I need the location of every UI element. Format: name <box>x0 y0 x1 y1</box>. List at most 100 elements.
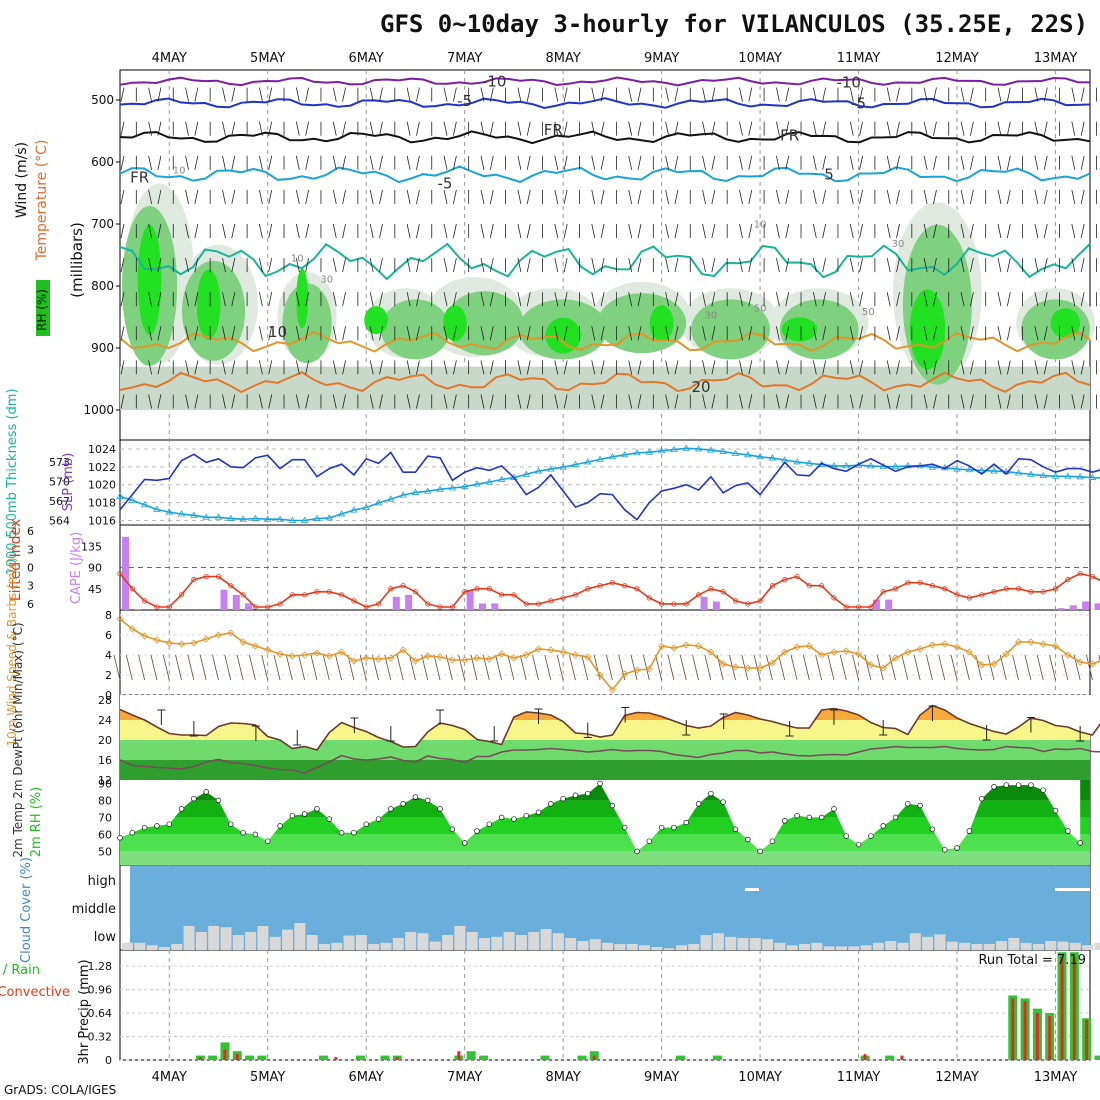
wind-barb <box>194 360 199 375</box>
precip-total-bar <box>466 1051 476 1060</box>
low-cloud-bar <box>146 945 158 950</box>
pressure-tick-label: 800 <box>91 279 114 293</box>
wind-barb <box>637 189 642 204</box>
wind-barb <box>406 326 411 341</box>
wind-barb <box>268 223 273 239</box>
bottom-date-label: 12MAY <box>935 1070 979 1085</box>
wind-speed-point <box>214 631 223 639</box>
low-cloud-bar <box>528 932 540 950</box>
wind-barb <box>563 326 568 341</box>
wind-barb <box>194 155 199 170</box>
low-cloud-bar <box>872 942 884 950</box>
rh-point <box>154 823 160 829</box>
low-cloud-bar <box>269 936 281 950</box>
wind-barb <box>480 258 485 273</box>
surface-wind-barb <box>519 654 527 681</box>
wind-speed-point <box>645 665 653 673</box>
rh-point <box>671 824 677 831</box>
wind-barb <box>997 189 1002 204</box>
thickness-line-point <box>670 445 678 452</box>
temp-tick-label: 20 <box>98 734 112 747</box>
cape-tick-label: 135 <box>81 540 102 553</box>
surface-wind-barb <box>347 654 355 681</box>
wind-barb <box>923 121 928 136</box>
wind-barb <box>268 394 273 409</box>
thickness-line-point <box>116 492 124 499</box>
thickness-line-point <box>424 487 432 494</box>
wind-barb <box>785 360 790 375</box>
wind-barb <box>1080 394 1085 409</box>
rh-point <box>228 821 234 827</box>
wind-barb <box>185 155 189 170</box>
wind-barb <box>923 360 928 375</box>
wind-speed-point <box>374 655 383 663</box>
wind-barb <box>332 87 337 102</box>
surface-wind-barb <box>261 654 269 681</box>
rh-point <box>720 799 726 805</box>
low-cloud-bar <box>1082 945 1094 950</box>
cape-bar <box>232 594 240 610</box>
wind-barb <box>591 223 596 239</box>
wind-barb <box>185 223 189 239</box>
lifted-index-point <box>622 583 628 589</box>
wind-barb <box>628 394 633 409</box>
rh-mask <box>120 780 1081 852</box>
rh-point <box>461 840 468 846</box>
wind-barb <box>886 326 891 341</box>
wind-speed-point <box>719 660 727 668</box>
slp-tick-label: 1022 <box>88 461 116 474</box>
wind-barb <box>960 223 965 239</box>
wind-barb <box>489 155 494 170</box>
surface-wind-barb <box>630 654 638 681</box>
wind-barb <box>295 360 300 375</box>
thickness-line-point <box>460 482 469 490</box>
thickness-line-point <box>264 515 272 522</box>
wind-barb <box>859 87 863 102</box>
wind-barb <box>416 223 420 239</box>
low-cloud-bar <box>799 944 811 950</box>
wind-barb <box>305 258 310 273</box>
wind-barb <box>185 360 189 375</box>
low-cloud-bar <box>995 941 1007 950</box>
wind-barb <box>1006 223 1011 239</box>
wind-barb <box>748 121 753 136</box>
precip-total-bar <box>257 1055 267 1060</box>
surface-wind-barb <box>852 654 859 681</box>
wind-barb <box>268 360 273 375</box>
rh-point <box>868 833 874 839</box>
wind-barb <box>369 258 374 273</box>
wind-barb <box>231 360 236 375</box>
wind-barb <box>1071 360 1076 375</box>
lifted-index-point <box>154 604 160 610</box>
wind-barb <box>342 121 346 136</box>
precip-convective-bar <box>863 1054 867 1060</box>
rh-point <box>769 838 776 844</box>
wind-barb <box>997 121 1002 136</box>
wind-speed-point <box>362 654 370 662</box>
lifted-index-point <box>535 601 542 607</box>
wind-barb <box>259 326 263 341</box>
wind-speed-point <box>694 642 703 650</box>
wind-barb <box>480 394 485 409</box>
wind-barb <box>812 155 817 170</box>
wind-speed-point <box>473 654 481 662</box>
rh-point <box>1040 787 1046 793</box>
wind-speed-point <box>411 657 419 665</box>
high-cloud-bar <box>745 888 759 891</box>
rh-point <box>781 818 788 824</box>
wind-barb <box>739 292 743 307</box>
wind-barb <box>702 394 706 409</box>
lifted-index-point <box>265 604 271 610</box>
wind-speed-point <box>670 644 678 652</box>
wind-barb <box>702 292 706 307</box>
lifted-index-point <box>929 583 936 589</box>
wind-barb <box>637 292 642 307</box>
wind-barb <box>406 292 411 307</box>
lifted-index-point <box>708 586 714 592</box>
wind-barb <box>849 394 854 409</box>
wind-barb <box>960 360 965 375</box>
wind-barb <box>822 87 827 102</box>
wind-barb <box>812 223 817 239</box>
wind-barb <box>702 360 706 375</box>
wind-barb <box>1006 121 1011 136</box>
